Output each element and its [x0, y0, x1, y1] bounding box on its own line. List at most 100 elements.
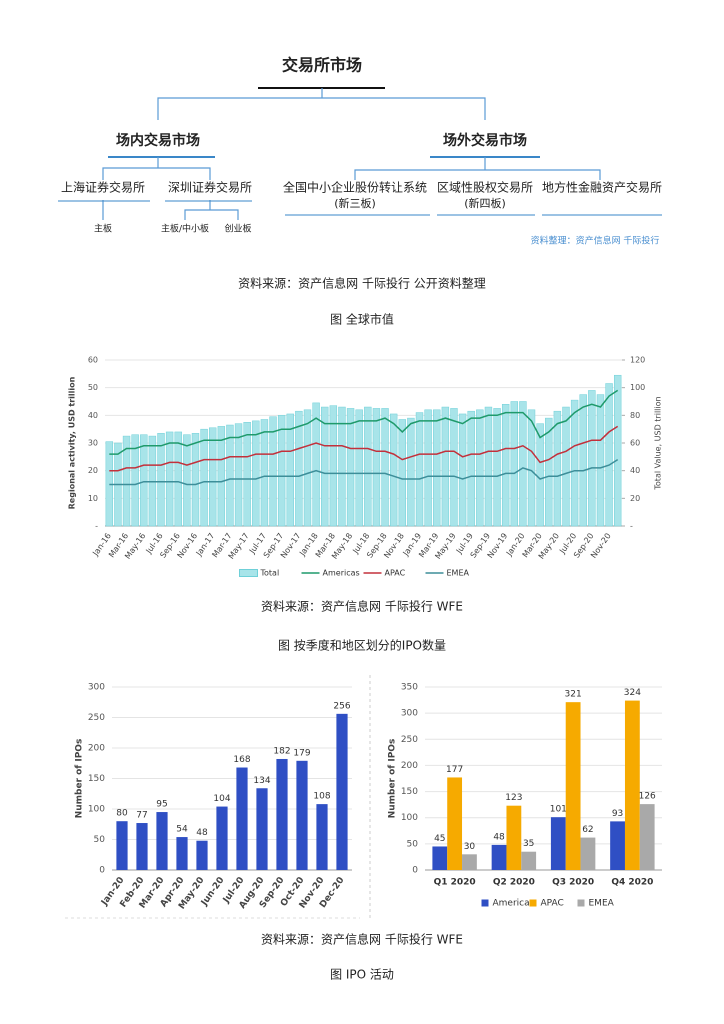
- bar: [276, 758, 288, 870]
- bar: [116, 821, 128, 870]
- bar: [458, 413, 467, 527]
- bar: [415, 412, 424, 527]
- y-tick-label: 300: [401, 709, 418, 719]
- bar: [579, 394, 587, 527]
- data-label: 126: [639, 792, 656, 802]
- bar: [338, 406, 346, 527]
- data-label: 48: [493, 832, 505, 842]
- group-node: 场外交易市场: [443, 132, 527, 149]
- x-tick-label: Q2 2020: [493, 878, 535, 888]
- y-tick-label: 50: [94, 835, 106, 845]
- y-axis-label: Regional activity, USD trillion: [68, 376, 77, 509]
- legend-label: APAC: [541, 899, 564, 909]
- bar: [545, 417, 553, 527]
- bar: [355, 409, 363, 527]
- bar: [553, 410, 562, 527]
- node: 上海证券交易所: [61, 180, 145, 195]
- data-label: 108: [313, 792, 330, 802]
- bar: [389, 413, 398, 527]
- bar: [303, 409, 312, 527]
- bar: [580, 837, 596, 870]
- bar: [527, 409, 536, 527]
- bar: [296, 760, 308, 870]
- y-tick-label: 40: [88, 411, 98, 420]
- bar: [493, 408, 501, 527]
- node-note: (新三板): [334, 196, 376, 210]
- y-tick-label: 20: [88, 466, 98, 475]
- bar: [624, 700, 640, 870]
- bar: [217, 426, 226, 527]
- data-label: 80: [116, 809, 128, 819]
- y2-tick-label: -: [630, 522, 633, 531]
- bar: [136, 823, 148, 870]
- bar: [316, 804, 328, 870]
- y-tick-label: 200: [88, 744, 105, 754]
- y-tick-label: -: [95, 522, 98, 531]
- bar: [501, 404, 510, 527]
- caption: 资料来源：资产信息网 千际投行 WFE: [261, 932, 463, 947]
- bar: [536, 423, 544, 527]
- data-label: 104: [213, 794, 230, 804]
- credit: 资料整理：资产信息网 千际投行: [531, 235, 660, 247]
- y-tick-label: 100: [88, 805, 105, 815]
- bar: [484, 406, 493, 527]
- y-tick-label: 150: [88, 774, 105, 784]
- y-tick-label: 200: [401, 761, 418, 771]
- legend-label: Americas: [493, 899, 535, 909]
- y2-tick-label: 60: [630, 439, 640, 448]
- bar: [372, 408, 381, 527]
- bar: [364, 406, 372, 527]
- data-label: 45: [434, 834, 445, 844]
- data-label: 179: [293, 748, 310, 758]
- y-axis-label: Number of IPOs: [75, 739, 85, 819]
- bar: [588, 390, 596, 527]
- bar: [605, 383, 613, 527]
- caption: 资料来源：资产信息网 千际投行 公开资料整理: [238, 276, 486, 291]
- bar: [476, 409, 484, 527]
- y-tick-label: 150: [401, 787, 418, 797]
- data-label: 256: [333, 701, 350, 711]
- x-tick-label: Q4 2020: [611, 878, 653, 888]
- bar: [176, 837, 188, 870]
- bar: [165, 431, 174, 527]
- bar: [562, 406, 570, 527]
- data-label: 62: [582, 825, 593, 835]
- y-axis-label: Number of IPOs: [388, 739, 398, 819]
- x-tick-label: Q3 2020: [552, 878, 594, 888]
- y2-tick-label: 120: [630, 356, 645, 365]
- data-label: 54: [176, 825, 188, 835]
- bar: [613, 374, 622, 527]
- data-label: 182: [273, 746, 290, 756]
- bar: [209, 427, 217, 527]
- bar: [329, 405, 338, 527]
- data-label: 134: [253, 776, 270, 786]
- caption: 图 IPO 活动: [330, 968, 394, 982]
- node: 创业板: [224, 223, 251, 235]
- bar: [321, 406, 329, 527]
- bar: [432, 846, 448, 870]
- bar: [256, 788, 268, 870]
- bar: [174, 431, 182, 527]
- bar: [467, 410, 475, 527]
- bar: [519, 401, 527, 527]
- bar: [450, 408, 458, 527]
- bar: [596, 394, 605, 527]
- bar: [565, 702, 581, 870]
- line: [109, 458, 619, 486]
- y2-axis-label: Total Value, USD trillion: [654, 396, 663, 490]
- diagram: 交易所市场 场内交易市场 场外交易市场 上海证券交易所 深圳证券交易所 主板 主…: [58, 56, 662, 247]
- y-tick-label: 250: [401, 735, 418, 745]
- bar: [521, 851, 537, 870]
- caption: 资料来源：资产信息网 千际投行 WFE: [261, 599, 463, 614]
- node-note: (新四板): [464, 196, 506, 210]
- data-label: 77: [136, 811, 147, 821]
- y-tick-label: 100: [401, 813, 418, 823]
- bar: [191, 433, 200, 527]
- node: 地方性金融资产交易所: [542, 180, 662, 195]
- connector: [102, 157, 601, 220]
- bar: [441, 406, 450, 527]
- y-tick-label: 30: [88, 439, 98, 448]
- node: 全国中小企业股份转让系统: [283, 180, 427, 195]
- data-label: 30: [464, 842, 476, 852]
